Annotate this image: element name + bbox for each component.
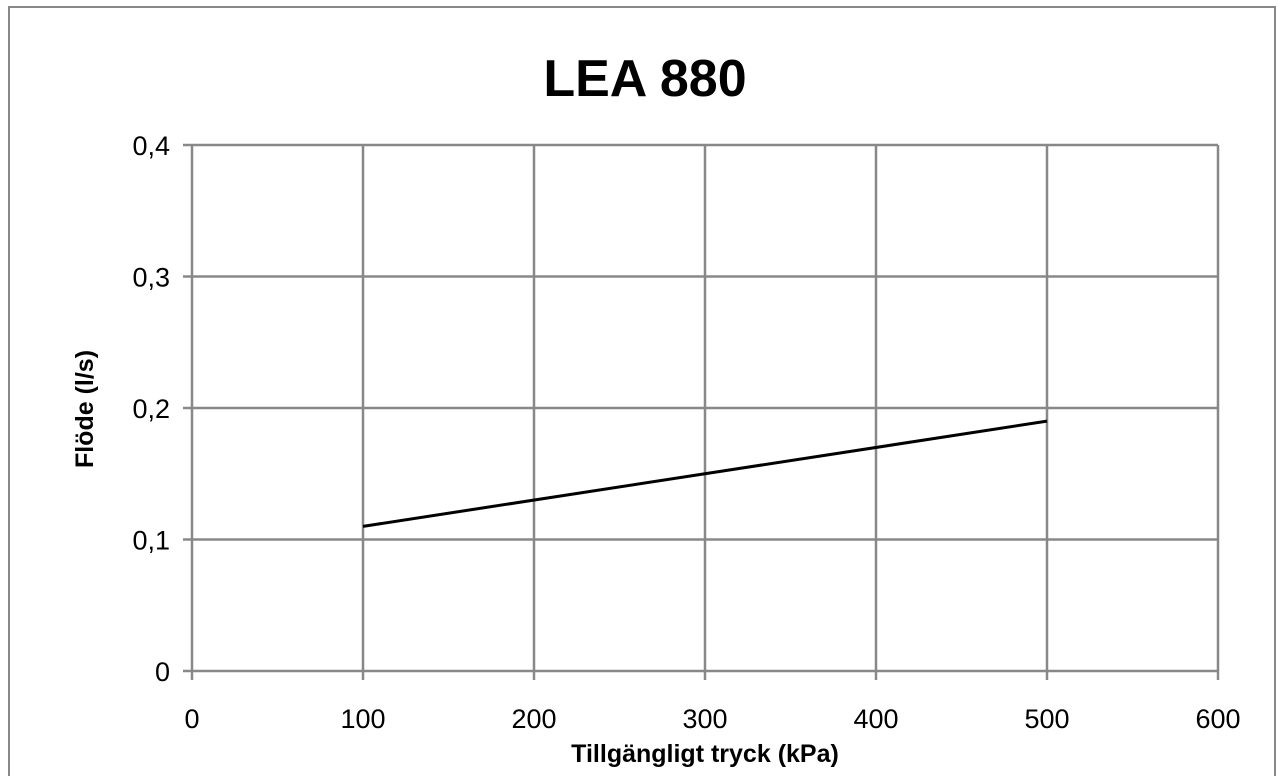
- x-axis-label: Tillgängligt tryck (kPa): [571, 740, 839, 768]
- x-tick-label: 600: [1195, 704, 1240, 734]
- x-tick-label: 0: [184, 704, 199, 734]
- x-tick-label: 500: [1024, 704, 1069, 734]
- y-tick-label: 0,2: [132, 394, 170, 424]
- x-tick-label: 400: [853, 704, 898, 734]
- x-tick-label: 200: [511, 704, 556, 734]
- x-tick-label: 100: [340, 704, 385, 734]
- y-tick-label: 0: [155, 657, 170, 687]
- y-tick-label: 0,3: [132, 263, 170, 293]
- axis-layer: [183, 143, 1220, 680]
- grid-layer: [192, 143, 1220, 671]
- y-tick-label: 0,1: [132, 526, 170, 556]
- series-layer: [362, 419, 1048, 528]
- y-axis-label: Flöde (l/s): [71, 350, 99, 468]
- series-line: [362, 419, 1048, 528]
- chart-title: LEA 880: [543, 50, 746, 108]
- tick-label-layer: 0 100 200 300 400 500 600 0 0,1 0,2 0,3 0,4: [132, 131, 1240, 734]
- x-tick-label: 300: [682, 704, 727, 734]
- y-tick-label: 0,4: [132, 131, 170, 161]
- chart-frame: [8, 6, 1276, 776]
